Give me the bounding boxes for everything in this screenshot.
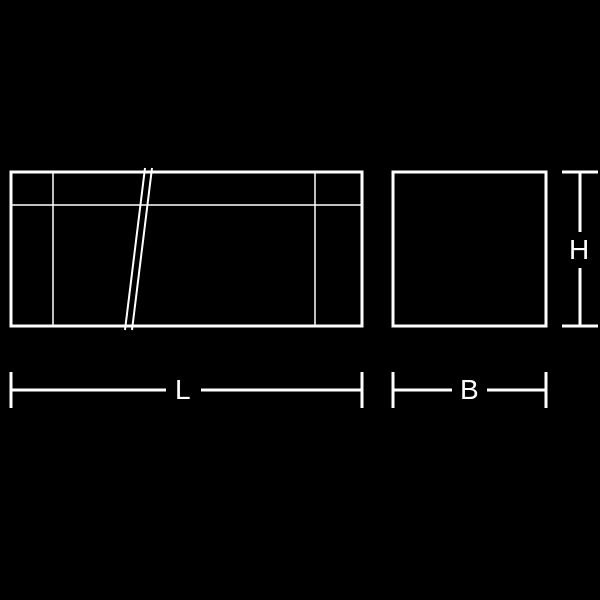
front-view <box>11 168 362 330</box>
dimension-label-l: L <box>175 374 191 406</box>
dimension-label-b: B <box>460 374 479 406</box>
dimension-label-h: H <box>569 234 589 266</box>
front-outline <box>11 172 362 326</box>
technical-diagram <box>0 0 600 600</box>
side-outline <box>393 172 546 326</box>
side-view <box>393 172 546 326</box>
